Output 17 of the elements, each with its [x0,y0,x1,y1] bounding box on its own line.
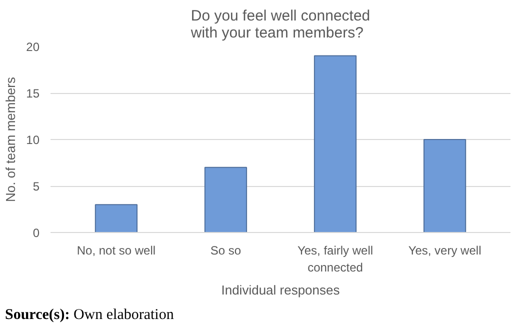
x-tick-label: So so [210,244,242,258]
y-tick-label: 5 [32,180,40,194]
y-tick-label: 20 [26,40,40,54]
x-tick-label: No, not so well [76,244,156,258]
y-tick-label: 10 [26,133,40,147]
bar [314,55,357,232]
x-tick-label: Yes, very well [408,244,482,258]
source-note: Source(s): Own elaboration [5,306,174,325]
x-tick-label: Yes, fairly well connected [297,244,374,274]
bar [94,204,138,232]
bar [423,139,466,232]
chart-title: Do you feel well connected with your team members? [190,8,370,42]
y-tick-label: 0 [32,226,40,240]
y-tick-label: 15 [26,86,40,100]
y-axis-title: No. of team members [3,76,18,202]
x-axis-title: Individual responses [221,282,340,298]
bar [204,166,248,232]
